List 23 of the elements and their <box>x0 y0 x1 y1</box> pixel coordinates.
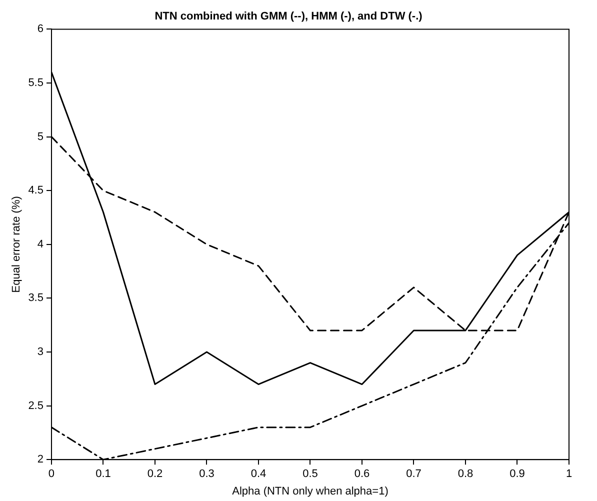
y-tick-label: 3 <box>37 346 44 358</box>
x-tick-label: 0.3 <box>199 468 214 480</box>
y-tick-label: 2.5 <box>28 400 44 412</box>
x-tick-label: 0.1 <box>96 468 111 480</box>
x-tick-label: 0.6 <box>354 468 370 480</box>
y-tick-label: 2 <box>37 454 44 466</box>
y-tick-label: 4 <box>37 238 44 250</box>
x-tick-label: 0.4 <box>250 468 266 480</box>
y-axis-title: Equal error rate (%) <box>10 196 23 293</box>
y-tick-label: 3.5 <box>28 292 44 304</box>
x-tick-label: 0.8 <box>458 468 474 480</box>
x-tick-label: 0 <box>48 468 55 480</box>
y-tick-label: 6 <box>37 23 44 36</box>
y-tick-label: 5 <box>37 130 44 143</box>
y-tick-label: 5.5 <box>28 77 44 90</box>
x-tick-label: 1 <box>566 468 572 480</box>
x-tick-label: 0.9 <box>510 468 525 480</box>
chart-title: NTN combined with GMM (--), HMM (-), and DTW (-.) <box>154 10 423 23</box>
x-tick-label: 0.5 <box>302 468 318 480</box>
y-tick-label: 4.5 <box>28 184 44 197</box>
x-axis-title: Alpha (NTN only when alpha=1) <box>232 485 388 498</box>
x-tick-label: 0.7 <box>406 468 422 480</box>
x-tick-label: 0.2 <box>147 468 163 480</box>
